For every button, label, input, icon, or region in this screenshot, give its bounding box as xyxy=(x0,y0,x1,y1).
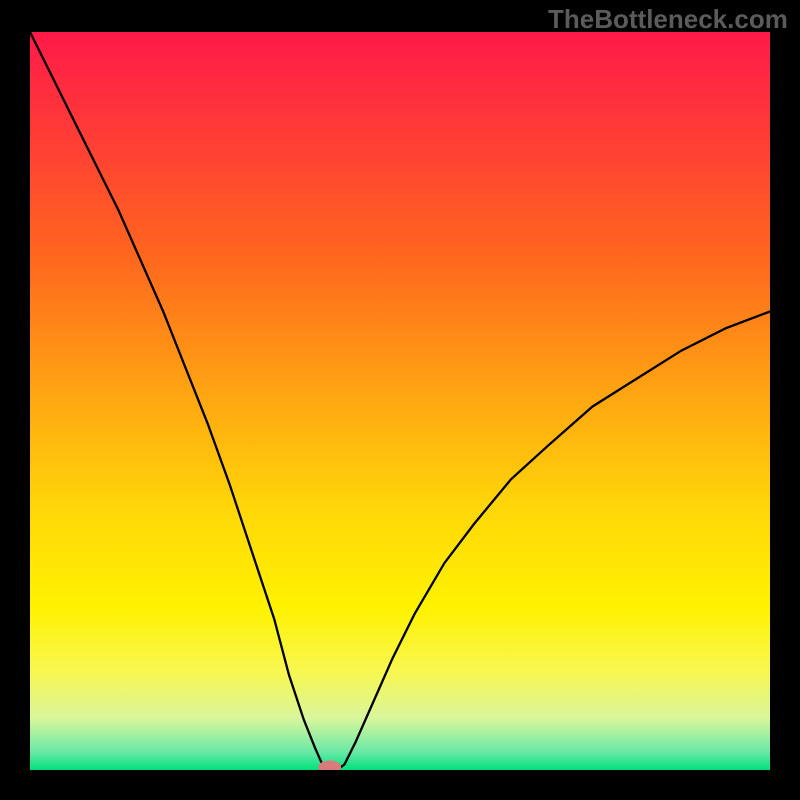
chart-svg xyxy=(0,0,800,800)
border-bottom xyxy=(0,770,800,800)
border-right xyxy=(770,0,800,800)
border-left xyxy=(0,0,30,800)
gradient-background xyxy=(30,32,770,770)
watermark-text: TheBottleneck.com xyxy=(548,4,788,35)
